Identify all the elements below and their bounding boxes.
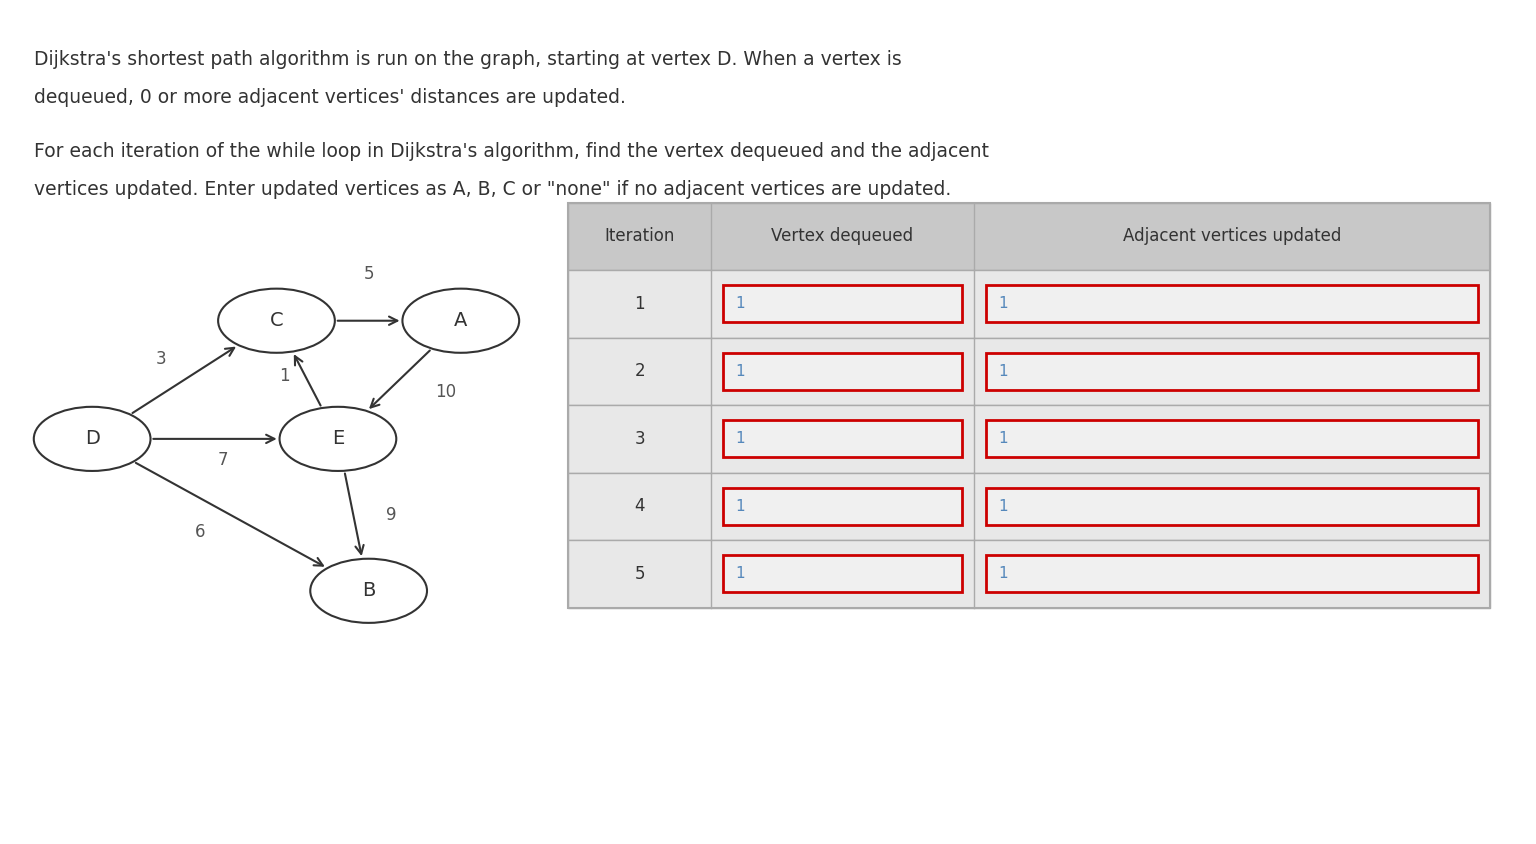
FancyBboxPatch shape: [568, 203, 1490, 270]
Text: 1: 1: [998, 296, 1008, 311]
FancyBboxPatch shape: [986, 353, 1478, 390]
Circle shape: [34, 407, 151, 471]
Text: 4: 4: [634, 497, 645, 516]
Text: 5: 5: [634, 565, 645, 583]
FancyBboxPatch shape: [723, 353, 962, 390]
Text: 5: 5: [364, 265, 373, 284]
FancyBboxPatch shape: [568, 338, 1490, 405]
Text: A: A: [455, 311, 467, 330]
Text: Adjacent vertices updated: Adjacent vertices updated: [1123, 227, 1341, 246]
Text: For each iteration of the while loop in Dijkstra's algorithm, find the vertex de: For each iteration of the while loop in …: [34, 143, 989, 161]
Circle shape: [218, 289, 335, 353]
Text: D: D: [84, 430, 100, 448]
Circle shape: [402, 289, 519, 353]
FancyBboxPatch shape: [986, 555, 1478, 592]
Circle shape: [310, 559, 427, 623]
Text: B: B: [362, 582, 375, 600]
FancyBboxPatch shape: [568, 270, 1490, 338]
Text: 1: 1: [736, 566, 745, 582]
Text: 3: 3: [634, 430, 645, 448]
Text: 1: 1: [998, 499, 1008, 514]
Text: 1: 1: [736, 364, 745, 379]
Text: 1: 1: [998, 431, 1008, 446]
FancyBboxPatch shape: [986, 488, 1478, 525]
FancyBboxPatch shape: [568, 473, 1490, 540]
FancyBboxPatch shape: [723, 555, 962, 592]
Circle shape: [280, 407, 396, 471]
Text: 1: 1: [736, 499, 745, 514]
Text: 10: 10: [435, 383, 456, 402]
Text: 6: 6: [195, 522, 204, 541]
FancyBboxPatch shape: [568, 405, 1490, 473]
FancyBboxPatch shape: [723, 488, 962, 525]
Text: 9: 9: [387, 506, 396, 524]
Text: 1: 1: [998, 566, 1008, 582]
Text: Vertex dequeued: Vertex dequeued: [771, 227, 914, 246]
Text: 3: 3: [157, 349, 166, 368]
Text: C: C: [270, 311, 283, 330]
Text: 1: 1: [736, 296, 745, 311]
Text: dequeued, 0 or more adjacent vertices' distances are updated.: dequeued, 0 or more adjacent vertices' d…: [34, 88, 625, 106]
Text: 7: 7: [218, 451, 227, 469]
FancyBboxPatch shape: [986, 285, 1478, 322]
Text: 1: 1: [998, 364, 1008, 379]
Text: 1: 1: [280, 366, 289, 385]
Text: 2: 2: [634, 362, 645, 381]
Text: E: E: [332, 430, 344, 448]
Text: 1: 1: [634, 295, 645, 313]
Text: Dijkstra's shortest path algorithm is run on the graph, starting at vertex D. Wh: Dijkstra's shortest path algorithm is ru…: [34, 50, 902, 68]
FancyBboxPatch shape: [986, 420, 1478, 457]
FancyBboxPatch shape: [723, 285, 962, 322]
Text: Iteration: Iteration: [605, 227, 674, 246]
Text: 1: 1: [736, 431, 745, 446]
FancyBboxPatch shape: [723, 420, 962, 457]
FancyBboxPatch shape: [568, 540, 1490, 608]
Text: vertices updated. Enter updated vertices as A, B, C or "none" if no adjacent ver: vertices updated. Enter updated vertices…: [34, 181, 951, 199]
